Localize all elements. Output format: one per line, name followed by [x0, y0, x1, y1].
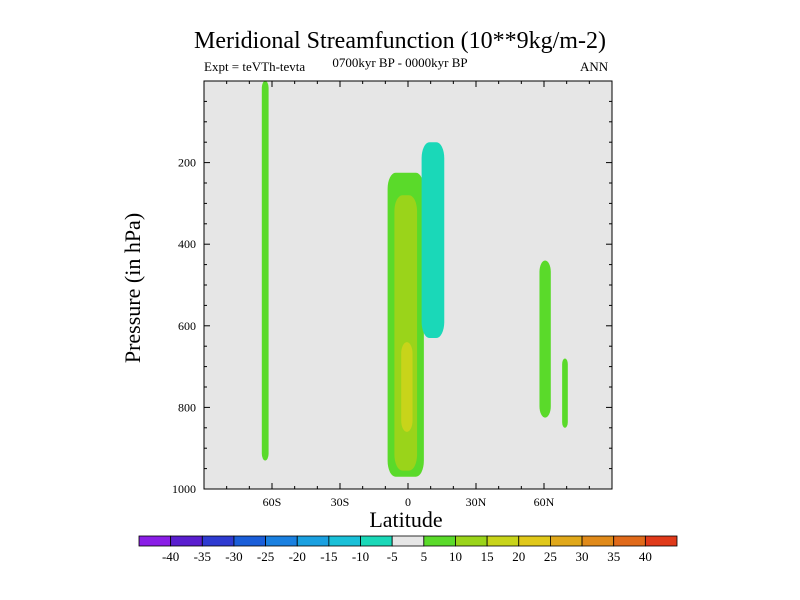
contour-region-4 — [401, 342, 413, 432]
colorbar-swatch-15 — [581, 535, 615, 547]
colorbar-swatch-2 — [170, 535, 203, 547]
x-tick-label: 0 — [405, 495, 411, 509]
y-tick-label: 200 — [178, 156, 196, 170]
colorbar-swatch-3 — [201, 535, 235, 547]
colorbar-label: -20 — [289, 549, 306, 564]
colorbar-label: 15 — [481, 549, 494, 564]
x-tick-label: 30S — [331, 495, 350, 509]
y-axis-label: Pressure (in hPa) — [120, 213, 145, 363]
colorbar-swatch-5 — [265, 535, 298, 547]
colorbar-label: 40 — [639, 549, 652, 564]
colorbar-swatch-17 — [644, 535, 678, 547]
colorbar-label: 10 — [449, 549, 462, 564]
chart-title: Meridional Streamfunction (10**9kg/m-2) — [194, 28, 606, 54]
colorbar-label: 5 — [421, 549, 428, 564]
colorbar-label: -35 — [194, 549, 211, 564]
colorbar-swatch-7 — [328, 535, 361, 547]
colorbar-label: 20 — [512, 549, 525, 564]
contour-region-6 — [539, 260, 551, 418]
x-tick-label: 30N — [466, 495, 487, 509]
x-tick-label: 60N — [534, 495, 555, 509]
colorbar-label: -10 — [352, 549, 369, 564]
colorbar-swatch-6 — [296, 535, 330, 547]
colorbar-swatch-9 — [391, 535, 425, 547]
colorbar-label: -25 — [257, 549, 274, 564]
contour-region-7 — [562, 358, 568, 428]
x-axis-label: Latitude — [369, 507, 442, 532]
colorbar-swatch-1 — [138, 535, 172, 547]
colorbar-swatch-14 — [550, 535, 583, 547]
y-tick-label: 800 — [178, 400, 196, 414]
colorbar-swatch-4 — [233, 535, 266, 547]
colorbar-swatch-12 — [486, 535, 520, 547]
colorbar-label: 35 — [607, 549, 620, 564]
colorbar-label: -15 — [320, 549, 337, 564]
contour-region-1 — [261, 81, 269, 461]
center-subtitle: 0700kyr BP - 0000kyr BP — [332, 55, 468, 70]
colorbar-label: -40 — [162, 549, 179, 564]
colorbar-label: 30 — [576, 549, 589, 564]
colorbar-label: -5 — [387, 549, 398, 564]
contour-region-5 — [421, 142, 445, 339]
colorbar-swatch-13 — [518, 535, 551, 547]
y-tick-label: 400 — [178, 237, 196, 251]
right-subtitle: ANN — [580, 59, 609, 74]
colorbar-swatch-10 — [423, 535, 456, 547]
y-tick-label: 600 — [178, 319, 196, 333]
colorbar-swatch-8 — [360, 535, 393, 547]
colorbar-swatch-11 — [455, 535, 488, 547]
colorbar-swatch-16 — [613, 535, 646, 547]
left-subtitle: Expt = teVTh-tevta — [204, 59, 306, 74]
colorbar-label: 25 — [544, 549, 557, 564]
x-tick-label: 60S — [263, 495, 282, 509]
colorbar-label: -30 — [225, 549, 242, 564]
y-tick-label: 1000 — [172, 482, 196, 496]
